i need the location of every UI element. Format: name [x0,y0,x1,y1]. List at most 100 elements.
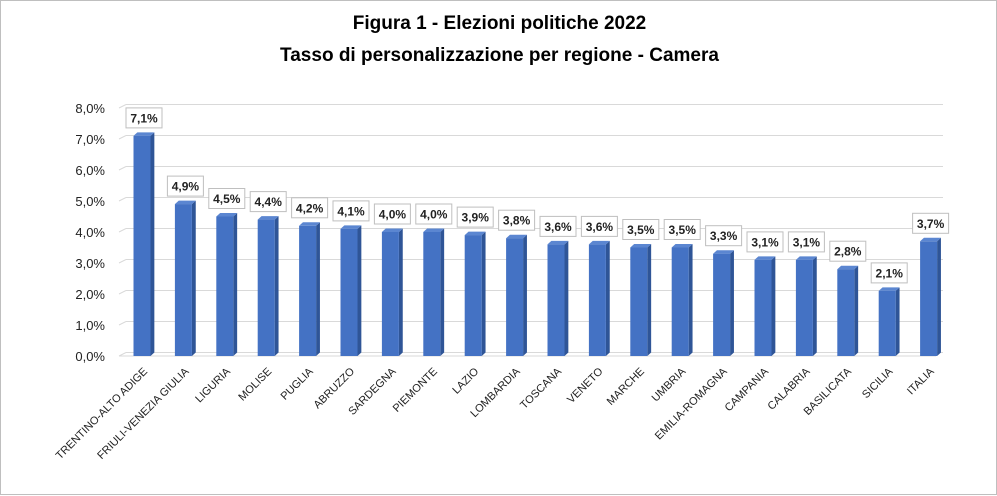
data-label-box [705,225,743,247]
gridline-depth [118,104,127,109]
bar-top [837,265,859,270]
gridline-depth [118,259,127,264]
data-label: 7,1% [130,111,158,125]
bar-front [506,238,524,356]
bar [547,240,569,356]
data-label: 3,7% [917,217,945,231]
bar-side [812,256,817,356]
data-label: 3,1% [751,235,779,249]
x-tick-label: LIGURIA [193,365,233,405]
bar-top [713,250,734,254]
data-label: 3,6% [544,220,572,234]
data-label: 4,2% [296,201,324,215]
bar-side [564,240,569,356]
bar [423,228,445,356]
bar [754,256,776,356]
bar-top [216,213,238,217]
x-tick-label: LAZIO [450,365,481,396]
bar-front [588,244,606,356]
bar [133,132,155,356]
chart-title: Figura 1 - Elezioni politiche 2022 [352,13,647,34]
gridline-depth [118,321,127,326]
bar-side [771,256,776,356]
data-label-box [539,215,577,237]
y-tick-label: 2,0% [75,287,105,302]
data-label: 2,8% [834,245,862,259]
data-label-box [208,188,246,209]
bar-top [671,244,693,248]
bar-top [174,200,196,205]
data-label-box [622,219,660,240]
y-tick-label: 7,0% [75,132,105,147]
bar-side [481,231,486,356]
bar-front [257,219,275,356]
bar-side [647,244,652,356]
bar-front [464,235,482,356]
x-tick-label: VENETO [565,365,606,406]
data-label: 4,0% [420,208,448,222]
bar-top [464,231,486,236]
data-label: 3,3% [710,229,738,243]
y-tick-label: 8,0% [75,101,105,116]
data-label-box [663,219,701,240]
bar-top [920,237,941,242]
bar-front [878,290,896,356]
bar-front [837,269,855,356]
gridline-depth [118,197,127,202]
bar-front [381,232,399,356]
bar-front [920,241,938,356]
bar-side [440,228,445,356]
data-label: 3,5% [627,223,655,237]
bar-side [316,222,320,356]
bar-front [133,135,151,356]
bar-side [523,234,527,356]
bar-front [174,204,192,356]
data-label: 3,8% [503,214,531,228]
gridline-depth [118,228,127,233]
y-tick-label: 5,0% [75,194,105,209]
data-label: 3,9% [462,211,490,225]
bar-side [150,132,155,356]
bar-side [357,225,362,356]
x-tick-label: EMILIA-ROMAGNA [653,365,730,442]
bar [795,256,817,356]
bar-top [506,234,527,239]
bar [588,240,610,356]
bar-front [754,259,772,356]
bar-side [274,216,279,356]
bar [878,287,900,356]
bar [299,222,320,356]
bar-front [547,244,565,356]
data-label-box [249,191,287,213]
x-tick-label: MARCHE [605,366,647,408]
bar [671,244,693,356]
x-tick-label: PUGLIA [279,365,316,402]
bar [464,231,486,356]
x-tick-label: SICILIA [860,365,896,401]
x-tick-label: TOSCANA [518,365,564,411]
data-label: 4,9% [172,180,200,194]
bar [174,200,196,356]
bar-top [878,287,900,291]
bar-side [854,265,859,356]
bar-front [630,247,648,356]
bar-front [340,228,358,356]
x-tick-label: UMBRIA [650,365,689,404]
bar-top [795,256,817,260]
bar-top [754,256,776,260]
bar-top [423,228,445,232]
bar-top [381,228,403,232]
bar [381,228,403,356]
data-label: 2,1% [876,266,904,280]
data-label: 4,5% [213,192,241,206]
bar [630,244,652,356]
data-label-box [291,197,329,219]
data-label-box [373,203,411,225]
data-label-box [456,206,494,228]
bar-front [713,253,731,356]
y-tick-label: 4,0% [75,225,105,240]
bar [216,213,238,356]
bar-top [588,240,610,245]
bar [837,265,859,356]
